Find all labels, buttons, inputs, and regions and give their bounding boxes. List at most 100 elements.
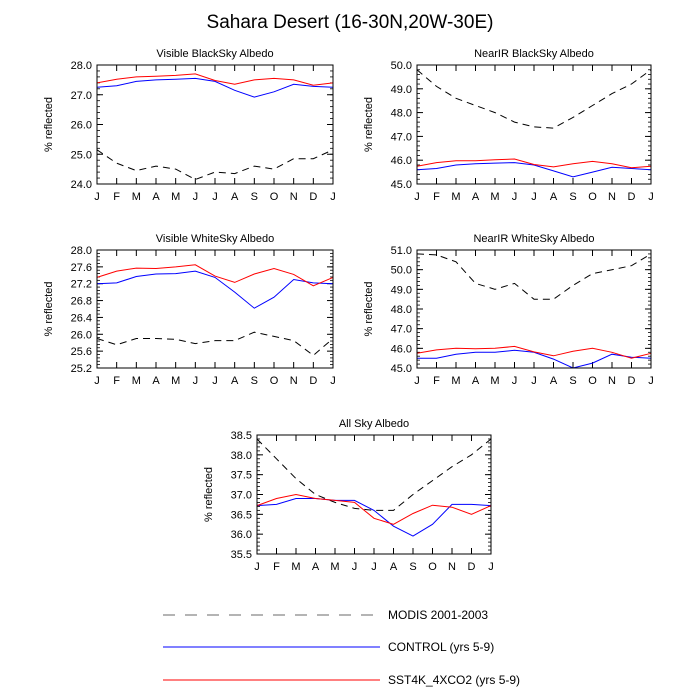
x-tick-label: J — [212, 375, 218, 387]
x-tick-label: J — [648, 191, 654, 203]
y-tick-label: 27.2 — [71, 279, 92, 291]
figure-title: Sahara Desert (16-30N,20W-30E) — [206, 12, 494, 33]
x-tick-label: M — [132, 191, 141, 203]
legend-label: CONTROL (yrs 5-9) — [388, 640, 494, 654]
x-tick-label: D — [628, 191, 636, 203]
x-tick-label: A — [472, 191, 480, 203]
x-tick-label: J — [512, 191, 518, 203]
x-tick-label: M — [490, 375, 499, 387]
x-tick-label: D — [309, 191, 317, 203]
x-tick-label: J — [352, 561, 358, 573]
x-tick-label: J — [488, 561, 494, 573]
panel-title: All Sky Albedo — [339, 418, 409, 430]
x-tick-label: A — [312, 561, 320, 573]
plot-frame — [256, 434, 492, 555]
x-tick-label: M — [132, 375, 141, 387]
chart-panel-3: Visible WhiteSky Albedo % reflected 25.2 25… — [43, 233, 336, 387]
y-axis-label: % reflected — [203, 467, 215, 522]
x-tick-label: A — [152, 191, 160, 203]
series-line — [416, 69, 652, 129]
y-tick-label: 49.0 — [391, 84, 412, 96]
series-line — [96, 270, 334, 309]
x-tick-label: N — [608, 375, 616, 387]
series-line — [96, 331, 334, 357]
x-tick-label: S — [569, 191, 576, 203]
x-tick-label: M — [490, 191, 499, 203]
panel-title: NearIR WhiteSky Albedo — [473, 233, 594, 245]
y-axis-label: % reflected — [43, 281, 55, 336]
series-line — [96, 73, 334, 86]
x-tick-label: J — [414, 191, 420, 203]
x-tick-label: J — [330, 375, 336, 387]
y-tick-label: 46.0 — [391, 155, 412, 167]
x-tick-label: J — [531, 191, 537, 203]
x-tick-label: J — [371, 561, 377, 573]
y-tick-label: 49.0 — [391, 284, 412, 296]
x-tick-label: J — [212, 191, 218, 203]
series-line — [416, 158, 652, 169]
y-tick-label: 26.0 — [71, 329, 92, 341]
x-tick-label: J — [94, 375, 100, 387]
y-tick-label: 50.0 — [391, 265, 412, 277]
y-tick-label: 45.0 — [391, 179, 412, 191]
x-tick-label: J — [193, 375, 199, 387]
y-tick-label: 37.5 — [231, 470, 252, 482]
x-tick-label: F — [113, 375, 120, 387]
chart-panel-5: All Sky Albedo % reflected 35.5 36.0 36.5 37.… — [203, 418, 494, 573]
x-tick-label: F — [433, 191, 440, 203]
y-tick-label: 38.5 — [231, 430, 252, 442]
y-tick-label: 25.2 — [71, 363, 92, 375]
plot-frame — [96, 249, 334, 369]
panel-title: Visible BlackSky Albedo — [156, 48, 273, 60]
y-tick-label: 36.0 — [231, 529, 252, 541]
x-tick-label: S — [569, 375, 576, 387]
y-tick-label: 48.0 — [391, 108, 412, 120]
x-tick-label: O — [588, 191, 597, 203]
x-tick-label: J — [193, 191, 199, 203]
x-tick-label: J — [512, 375, 518, 387]
chart-panel-1: Visible BlackSky Albedo % reflected 24.0 25… — [43, 48, 336, 203]
y-tick-label: 25.0 — [71, 149, 92, 161]
x-tick-label: J — [414, 375, 420, 387]
x-tick-label: A — [550, 191, 558, 203]
chart-panel-2: NearIR BlackSky Albedo % reflected 45.0 46.… — [363, 48, 654, 203]
y-tick-label: 51.0 — [391, 245, 412, 257]
x-tick-label: J — [531, 375, 537, 387]
panel-title: Visible WhiteSky Albedo — [156, 233, 274, 245]
y-tick-label: 48.0 — [391, 304, 412, 316]
x-tick-label: F — [273, 561, 280, 573]
x-tick-label: M — [171, 375, 180, 387]
x-tick-label: A — [390, 561, 398, 573]
y-tick-label: 35.5 — [231, 549, 252, 561]
x-tick-label: O — [588, 375, 597, 387]
x-tick-label: N — [290, 375, 298, 387]
series-line — [256, 438, 492, 511]
y-tick-label: 26.0 — [71, 120, 92, 132]
y-axis-label: % reflected — [363, 281, 375, 336]
x-tick-label: O — [270, 191, 279, 203]
x-tick-label: J — [254, 561, 260, 573]
y-tick-label: 28.0 — [71, 60, 92, 72]
x-tick-label: M — [171, 191, 180, 203]
x-tick-label: O — [428, 561, 437, 573]
x-tick-label: N — [608, 191, 616, 203]
x-tick-label: A — [231, 375, 239, 387]
y-axis-label: % reflected — [363, 97, 375, 152]
panel-title: NearIR BlackSky Albedo — [474, 48, 594, 60]
x-tick-label: F — [113, 191, 120, 203]
x-tick-label: S — [251, 191, 258, 203]
y-tick-label: 46.0 — [391, 343, 412, 355]
series-line — [256, 493, 492, 525]
x-tick-label: F — [433, 375, 440, 387]
plot-frame — [416, 249, 652, 369]
x-tick-label: A — [231, 191, 239, 203]
legend-label: SST4K_4XCO2 (yrs 5-9) — [388, 673, 520, 687]
y-tick-label: 27.0 — [71, 90, 92, 102]
series-line — [256, 498, 492, 537]
x-tick-label: M — [291, 561, 300, 573]
x-tick-label: S — [409, 561, 416, 573]
x-tick-label: M — [451, 191, 460, 203]
x-tick-label: J — [648, 375, 654, 387]
series-line — [416, 345, 652, 359]
